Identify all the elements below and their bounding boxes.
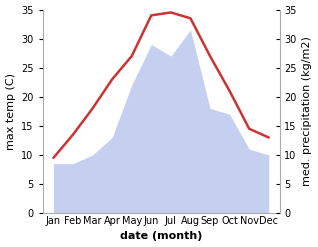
X-axis label: date (month): date (month) bbox=[120, 231, 202, 242]
Y-axis label: max temp (C): max temp (C) bbox=[5, 73, 16, 150]
Y-axis label: med. precipitation (kg/m2): med. precipitation (kg/m2) bbox=[302, 36, 313, 186]
